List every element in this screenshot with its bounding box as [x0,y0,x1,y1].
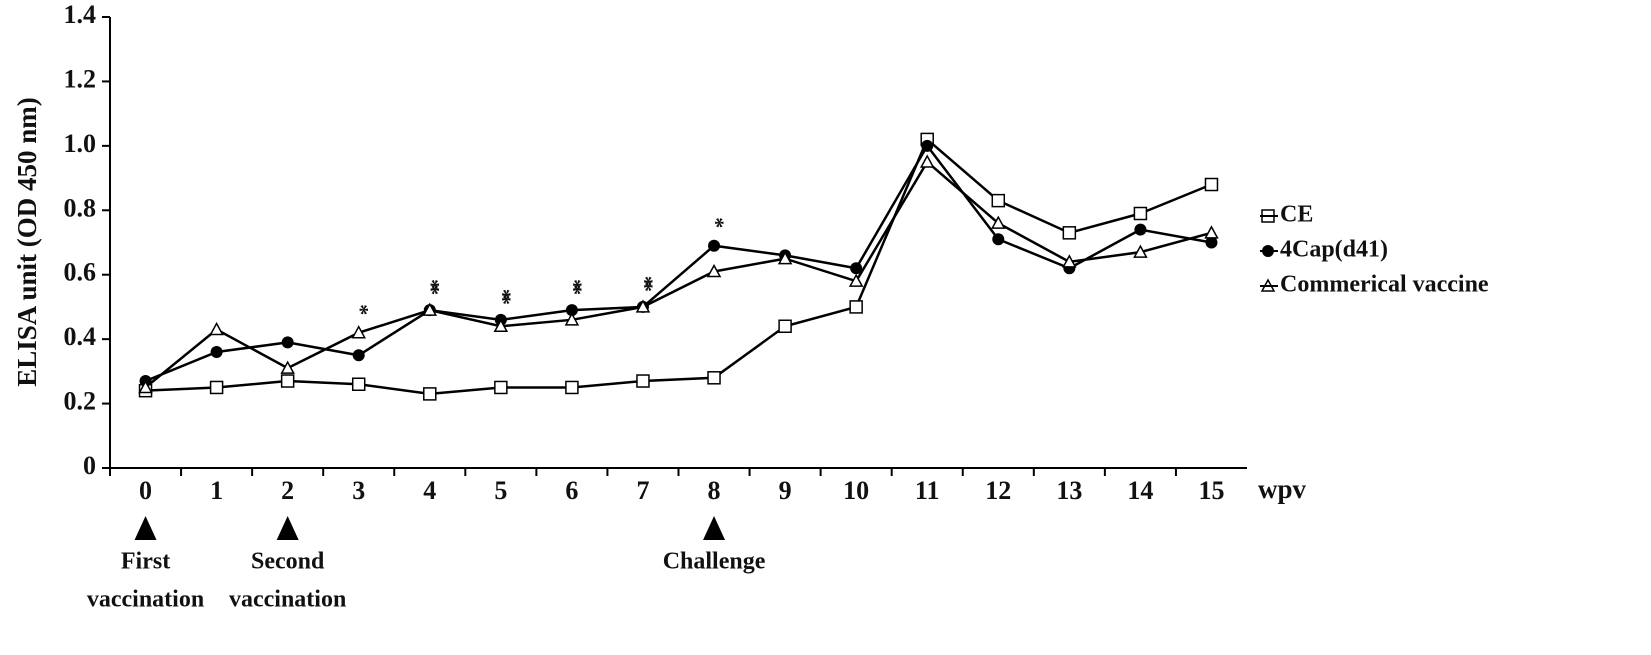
point-marker [919,154,935,168]
point-marker [280,360,295,374]
point-marker [281,336,294,349]
point-marker [992,233,1005,246]
point-marker [635,299,651,313]
significance-mark: * [704,217,729,228]
x-tick-label: 13 [1056,476,1082,505]
x-tick-label: 15 [1198,476,1224,505]
point-marker [778,319,792,334]
point-marker [494,380,508,395]
x-tick-label: 14 [1127,476,1153,505]
x-tick-label: 0 [139,476,152,505]
event-arrow [276,516,299,540]
point-marker [991,215,1006,229]
point-marker [565,380,579,395]
point-marker [1204,177,1219,192]
point-marker [1134,223,1147,236]
y-tick-label: 0.2 [64,387,97,416]
y-tick-label: 0 [83,451,96,480]
point-marker [423,387,437,401]
event-arrow [703,516,726,540]
event-label: Challenge [663,549,766,575]
y-tick-label: 1.4 [64,0,97,29]
event-label: Second [251,549,325,575]
event-arrow [134,516,157,540]
point-marker [849,300,863,314]
series-line [144,160,1212,389]
x-axis-title: wpv [1258,474,1307,504]
event-label: vaccination [229,587,346,613]
x-tick-label: 5 [494,476,507,505]
x-tick-label: 4 [423,476,436,505]
x-tick-label: 7 [636,476,649,505]
point-marker [352,349,365,362]
y-tick-label: 0.8 [64,193,97,222]
point-marker [138,379,153,394]
point-marker [848,273,864,287]
point-marker [351,325,366,339]
x-tick-label: 6 [565,476,578,505]
point-marker [1133,244,1148,258]
legend-label: Commerical vaccine [1280,272,1489,298]
x-tick-label: 12 [985,476,1011,505]
event-label: First [121,549,170,575]
significance-mark: * [349,304,374,315]
y-tick-label: 0.6 [64,258,97,287]
x-tick-label: 2 [281,476,294,505]
point-marker [209,380,224,395]
legend-label: CE [1280,202,1313,228]
point-marker [565,304,578,317]
point-marker [1062,226,1077,240]
x-tick-label: 8 [708,476,721,505]
point-marker [921,139,934,152]
point-marker [706,263,722,278]
point-marker [422,302,438,316]
point-marker [1204,225,1219,239]
event-label: vaccination [87,587,204,613]
legend-label: 4Cap(d41) [1280,237,1388,263]
x-tick-label: 1 [210,476,223,505]
point-marker [209,321,224,336]
y-tick-label: 0.4 [64,322,97,351]
y-tick-label: 1.2 [64,64,97,93]
point-marker [1205,236,1218,249]
point-marker [991,193,1006,208]
point-marker [564,312,580,326]
point-marker [850,262,863,275]
x-tick-label: 10 [843,476,869,505]
x-tick-label: 3 [352,476,365,505]
series-line [145,143,1212,383]
significance-mark: ** [633,276,658,292]
point-marker [636,374,650,388]
significance-mark: ** [562,279,587,295]
significance-mark: ** [420,279,445,295]
x-tick-label: 11 [915,476,940,505]
significance-mark: ** [491,289,516,305]
point-marker [707,371,721,385]
y-axis-title: ELISA unit (OD 450 nm) [12,97,42,387]
y-tick-label: 1.0 [64,129,97,158]
series-line [145,137,1212,396]
point-marker [210,346,223,359]
point-marker [493,318,509,333]
point-marker [280,374,295,388]
point-marker [777,251,793,265]
point-marker [708,239,721,252]
x-tick-label: 9 [779,476,792,505]
point-marker [1062,254,1077,268]
point-marker [351,377,366,391]
point-marker [1133,206,1148,221]
